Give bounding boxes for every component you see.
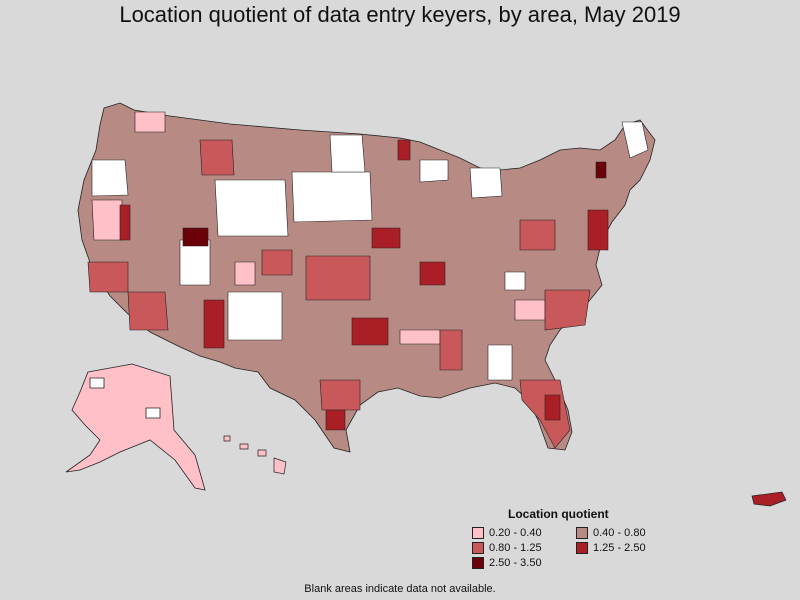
- legend-swatch: [472, 542, 484, 554]
- legend-label: 1.25 - 2.50: [593, 542, 646, 554]
- puerto-rico: [751, 491, 787, 507]
- lq-0-20-0-40-regions: [91, 111, 546, 345]
- region-kentucky-blank: [504, 271, 526, 291]
- region-georgia-light: [514, 299, 546, 321]
- region-texas-east: [319, 379, 361, 411]
- region-arizona-sw: [127, 291, 169, 331]
- region-colorado-east: [261, 249, 293, 276]
- region-arizona-east: [203, 299, 225, 349]
- region-michigan-blank: [469, 167, 503, 199]
- legend-label: 0.20 - 0.40: [489, 527, 542, 539]
- legend-item-2-50-3-50: 2.50 - 3.50: [472, 557, 542, 569]
- legend-item-0-20-0-40: 0.20 - 0.40: [472, 527, 542, 539]
- puerto-rico-shape: [751, 491, 787, 507]
- legend-swatch: [576, 527, 588, 539]
- hawaii-big-island: [273, 457, 287, 475]
- region-oregon-blank: [91, 159, 129, 197]
- legend-item-1-25-2-50: 1.25 - 2.50: [576, 542, 646, 554]
- legend-item-0-80-1-25: 0.80 - 1.25: [472, 542, 542, 554]
- region-iowa: [371, 227, 401, 249]
- legend-swatch: [472, 527, 484, 539]
- region-utah-north: [182, 227, 209, 247]
- region-minnesota-blank: [329, 134, 366, 173]
- region-georgia-carolinas: [544, 289, 591, 331]
- region-california-south: [87, 261, 129, 293]
- region-wisconsin-blank: [419, 159, 449, 183]
- region-missouri: [419, 261, 446, 286]
- region-maine-blank: [621, 121, 649, 159]
- region-alabama-blank: [487, 344, 513, 381]
- alaska-shape: [65, 363, 206, 491]
- no-data-regions: [91, 121, 649, 381]
- lq-1-25-2-50-regions: [119, 139, 609, 431]
- region-mississippi: [439, 329, 463, 371]
- alaska: [65, 363, 206, 491]
- region-texas-gulf: [325, 409, 346, 431]
- region-utah-blank: [179, 239, 211, 286]
- region-dakotas-blank: [291, 171, 373, 223]
- hawaii-kauai: [223, 435, 231, 442]
- region-michigan-minnesota: [397, 139, 411, 161]
- legend-label: 2.50 - 3.50: [489, 557, 542, 569]
- legend-label: 0.80 - 1.25: [489, 542, 542, 554]
- region-oklahoma: [351, 317, 389, 346]
- region-kansas: [305, 255, 371, 301]
- hawaii-oahu: [239, 443, 249, 450]
- region-tennessee-light: [399, 329, 441, 345]
- hawaii: [223, 435, 287, 475]
- legend-swatch: [472, 557, 484, 569]
- region-n-california-light: [91, 199, 123, 241]
- region-florida-east: [544, 394, 561, 421]
- region-wyoming-blank: [214, 179, 289, 237]
- hawaii-maui: [257, 449, 267, 457]
- alaska-blank-area: [145, 407, 161, 419]
- region-new-mexico-blank: [227, 291, 283, 341]
- footnote: Blank areas indicate data not available.: [304, 583, 496, 595]
- region-washington-light: [134, 111, 166, 133]
- region-vermont: [595, 161, 607, 179]
- region-idaho: [199, 139, 235, 176]
- alaska-blank-area-2: [89, 377, 105, 389]
- lq-2-50-3-50-regions: [182, 161, 607, 247]
- legend-title: Location quotient: [508, 507, 609, 521]
- legend-swatch: [576, 542, 588, 554]
- legend-item-0-40-0-80: 0.40 - 0.80: [576, 527, 646, 539]
- region-ohio-valley: [519, 219, 556, 251]
- legend-label: 0.40 - 0.80: [593, 527, 646, 539]
- region-new-jersey-ny: [587, 209, 609, 251]
- region-colorado-light: [234, 261, 256, 286]
- region-nevada-strip: [119, 204, 131, 241]
- map-title: Location quotient of data entry keyers, …: [119, 2, 681, 27]
